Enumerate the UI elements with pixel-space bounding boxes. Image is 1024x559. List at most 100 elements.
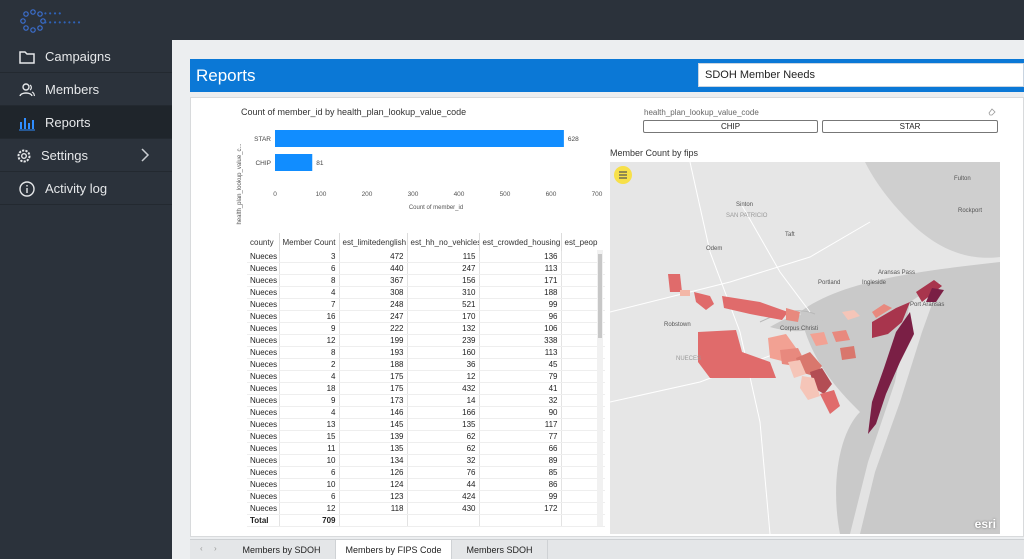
tab-next-icon[interactable]: › bbox=[214, 544, 217, 553]
table-cell: 113 bbox=[479, 346, 562, 360]
report-select[interactable]: SDOH Member Needs bbox=[698, 63, 1024, 87]
choropleth-regions[interactable] bbox=[668, 274, 944, 434]
choropleth-map[interactable]: Sinton SAN PATRICIO Taft Odem Aransas Pa… bbox=[610, 162, 1000, 534]
table-row[interactable]: Nueces 15 139 62 77 bbox=[247, 430, 605, 444]
bar-chart-icon bbox=[19, 118, 35, 131]
table-cell bbox=[561, 406, 605, 420]
table-row[interactable]: Nueces 9 222 132 106 bbox=[247, 322, 605, 336]
x-tick-label: 700 bbox=[592, 191, 603, 198]
table-row[interactable]: Nueces 13 145 135 117 bbox=[247, 418, 605, 432]
map-label: Port Aransas bbox=[910, 302, 945, 308]
table-cell: 118 bbox=[339, 502, 408, 516]
table-cell: 6 bbox=[279, 262, 340, 276]
bar-chart: health_plan_lookup_value_c... STAR 628 CHIP… bbox=[237, 130, 603, 225]
column-header[interactable]: est_crowded_housing bbox=[479, 233, 562, 251]
table-cell: Nueces bbox=[247, 286, 280, 300]
table-row[interactable]: Nueces 16 247 170 96 bbox=[247, 310, 605, 324]
table-row[interactable]: Nueces 12 199 239 338 bbox=[247, 334, 605, 348]
sidebar-item-settings[interactable]: Settings bbox=[0, 139, 172, 172]
tab-members-sdoh[interactable]: Members SDOH bbox=[452, 540, 548, 559]
eraser-icon[interactable] bbox=[988, 108, 996, 116]
table-cell: 62 bbox=[407, 442, 480, 456]
column-header[interactable]: est_hh_no_vehicles bbox=[407, 233, 480, 251]
table-row[interactable]: Nueces 18 175 432 41 bbox=[247, 382, 605, 396]
scrollbar-thumb[interactable] bbox=[598, 254, 602, 338]
table-row[interactable]: Nueces 8 367 156 171 bbox=[247, 274, 605, 288]
table-row[interactable]: Nueces 2 188 36 45 bbox=[247, 358, 605, 372]
main-content: Reports SDOH Member Needs Count of membe… bbox=[172, 40, 1024, 559]
table-cell: 308 bbox=[339, 286, 408, 300]
map-canvas bbox=[610, 162, 1000, 534]
table-cell: 135 bbox=[339, 442, 408, 456]
sidebar-item-reports[interactable]: Reports bbox=[0, 106, 172, 139]
map-label: Ingleside bbox=[862, 280, 887, 286]
table-row[interactable]: Nueces 11 135 62 66 bbox=[247, 442, 605, 456]
page-title: Reports bbox=[196, 66, 256, 85]
table-cell: 432 bbox=[407, 382, 480, 396]
table-row[interactable]: Nueces 9 173 14 32 bbox=[247, 394, 605, 408]
sidebar-item-campaigns[interactable]: Campaigns bbox=[0, 40, 172, 73]
total-label: Total bbox=[247, 514, 280, 528]
gear-icon bbox=[17, 149, 31, 163]
column-header[interactable]: est_limitedenglish bbox=[339, 233, 408, 251]
table-cell: 115 bbox=[407, 251, 480, 264]
table-cell: 9 bbox=[279, 322, 340, 336]
sidebar-item-activity-log[interactable]: Activity log bbox=[0, 172, 172, 205]
table-cell: Nueces bbox=[247, 310, 280, 324]
tab-prev-icon[interactable]: ‹ bbox=[200, 544, 203, 553]
table-cell: 12 bbox=[407, 370, 480, 384]
table-cell: Nueces bbox=[247, 382, 280, 396]
slicer-option-chip[interactable]: CHIP bbox=[643, 120, 818, 133]
column-header[interactable]: est_peop bbox=[561, 233, 605, 251]
map-label: Taft bbox=[785, 232, 795, 238]
table-cell: 440 bbox=[339, 262, 408, 276]
table-cell: 2 bbox=[279, 358, 340, 372]
column-header[interactable]: county bbox=[247, 233, 280, 251]
table-row[interactable]: Nueces 12 118 430 172 bbox=[247, 502, 605, 516]
table-cell bbox=[561, 418, 605, 432]
table-cell: 175 bbox=[339, 382, 408, 396]
column-header[interactable]: Member Count bbox=[279, 233, 340, 251]
table-cell: 16 bbox=[279, 310, 340, 324]
table-row[interactable]: Nueces 6 440 247 113 bbox=[247, 262, 605, 276]
table-cell: Nueces bbox=[247, 418, 280, 432]
map-label: NUECES bbox=[676, 356, 702, 362]
table-cell: 4 bbox=[279, 370, 340, 384]
table-cell: 136 bbox=[479, 251, 562, 264]
table-row[interactable]: Nueces 7 248 521 99 bbox=[247, 298, 605, 312]
tab-members-by-sdoh[interactable]: Members by SDOH bbox=[228, 540, 336, 559]
table-cell: 79 bbox=[479, 370, 562, 384]
map-label: Aransas Pass bbox=[878, 270, 916, 276]
table-cell: 338 bbox=[479, 334, 562, 348]
map-label: Robstown bbox=[664, 322, 691, 328]
report-canvas: Count of member_id by health_plan_lookup… bbox=[190, 97, 1024, 537]
table-row[interactable]: Nueces 10 134 32 89 bbox=[247, 454, 605, 468]
table-cell bbox=[561, 370, 605, 384]
chart-title: Count of member_id by health_plan_lookup… bbox=[241, 107, 467, 117]
table-row[interactable]: Nueces 4 175 12 79 bbox=[247, 370, 605, 384]
map-menu-button[interactable] bbox=[614, 166, 632, 184]
table-scrollbar[interactable] bbox=[597, 250, 603, 526]
table-cell: 76 bbox=[407, 466, 480, 480]
table-cell: 175 bbox=[339, 370, 408, 384]
table-cell: 188 bbox=[479, 286, 562, 300]
table-cell: 134 bbox=[339, 454, 408, 468]
table-cell bbox=[561, 298, 605, 312]
table-row[interactable]: Nueces 6 126 76 85 bbox=[247, 466, 605, 480]
sidebar-item-members[interactable]: Members bbox=[0, 73, 172, 106]
table-row[interactable]: Nueces 3 472 115 136 bbox=[247, 251, 605, 264]
menu-icon bbox=[619, 171, 627, 179]
table-row[interactable]: Nueces 6 123 424 99 bbox=[247, 490, 605, 504]
table-row[interactable]: Nueces 8 193 160 113 bbox=[247, 346, 605, 360]
table-cell: 66 bbox=[479, 442, 562, 456]
table-row[interactable]: Nueces 4 146 166 90 bbox=[247, 406, 605, 420]
slicer-option-star[interactable]: STAR bbox=[822, 120, 998, 133]
table-row[interactable]: Nueces 10 124 44 86 bbox=[247, 478, 605, 492]
x-tick-label: 500 bbox=[500, 191, 511, 198]
table-cell: 247 bbox=[407, 262, 480, 276]
table-cell bbox=[561, 334, 605, 348]
table-cell bbox=[561, 394, 605, 408]
tab-members-by-fips-code[interactable]: Members by FIPS Code bbox=[336, 540, 452, 559]
table-row[interactable]: Nueces 4 308 310 188 bbox=[247, 286, 605, 300]
table-cell: Nueces bbox=[247, 298, 280, 312]
